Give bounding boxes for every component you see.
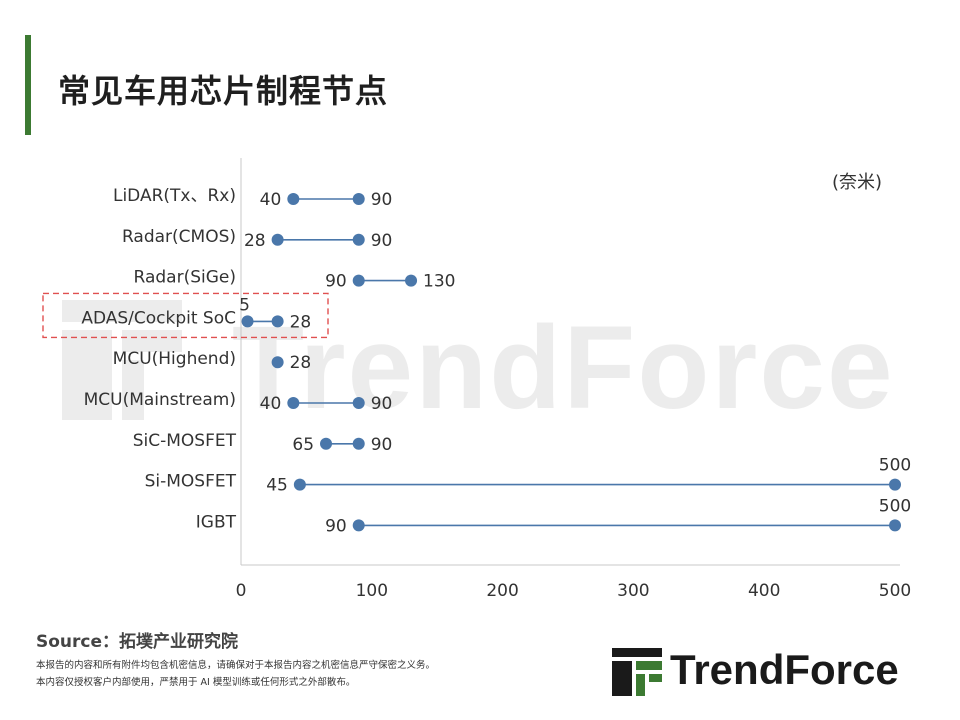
max-value-label: 90 — [371, 435, 393, 455]
max-value-label: 28 — [290, 353, 312, 373]
max-value-label: 90 — [371, 394, 393, 414]
min-point — [352, 274, 365, 287]
category-label: MCU(Mainstream) — [84, 390, 236, 410]
min-point — [293, 478, 306, 491]
x-tick-label: 500 — [879, 581, 911, 601]
max-point — [352, 233, 365, 246]
disclaimer-line-1: 本报告的内容和所有附件均包含机密信息，请确保对于本报告内容之机密信息严守保密之义… — [36, 660, 436, 671]
max-value-label: 90 — [371, 190, 393, 210]
min-value-label: 45 — [266, 476, 288, 496]
x-tick-label: 300 — [617, 581, 649, 601]
category-label: LiDAR(Tx、Rx) — [113, 186, 236, 206]
max-value-label: 500 — [879, 456, 911, 476]
min-point — [241, 315, 254, 328]
max-value-label: 130 — [423, 272, 455, 292]
min-value-label: 28 — [244, 231, 266, 251]
trendforce-logo-icon — [612, 648, 662, 696]
min-point — [287, 193, 300, 205]
max-point — [889, 478, 901, 491]
min-value-label: 90 — [325, 272, 347, 292]
trendforce-logo: TrendForce — [612, 646, 932, 696]
x-tick-label: 100 — [356, 581, 388, 601]
max-value-label: 500 — [879, 496, 911, 516]
x-tick-label: 200 — [486, 581, 518, 601]
min-value-label: 65 — [292, 435, 314, 455]
trendforce-logo-text: TrendForce — [670, 646, 899, 693]
max-value-label: 28 — [290, 312, 312, 332]
category-label: Si-MOSFET — [145, 472, 237, 492]
category-label: ADAS/Cockpit SoC — [81, 308, 236, 328]
max-point — [352, 397, 365, 409]
category-label: MCU(Highend) — [113, 349, 236, 369]
page-title: 常见车用芯片制程节点 — [58, 72, 389, 110]
category-label: IGBT — [196, 512, 237, 532]
min-value-label: 90 — [325, 516, 347, 536]
title-accent-bar — [25, 35, 31, 135]
min-value-label: 40 — [260, 394, 282, 414]
max-point — [352, 193, 365, 205]
dumbbell-chart: 0 100 200 300 400 500 LiDAR(Tx、Rx) 40 90 Radar(CM… — [42, 158, 911, 601]
disclaimer-line-2: 本内容仅授权客户内部使用，严禁用于 AI 模型训练或任何形式之外部散布。 — [36, 677, 356, 688]
min-point — [320, 437, 333, 450]
min-value-label: 5 — [239, 295, 250, 315]
category-label: Radar(SiGe) — [134, 268, 236, 288]
source-label: Source：拓墣产业研究院 — [36, 632, 239, 652]
category-label: Radar(CMOS) — [122, 227, 236, 247]
min-value-label: 40 — [260, 190, 282, 210]
max-point — [889, 519, 901, 532]
x-tick-label: 400 — [748, 581, 780, 601]
min-point — [352, 519, 365, 532]
max-value-label: 90 — [371, 231, 393, 251]
min-point — [271, 356, 284, 369]
x-tick-label: 0 — [236, 581, 247, 601]
highlight-box — [42, 292, 329, 339]
min-point — [287, 397, 300, 409]
unit-label: (奈米) — [832, 172, 883, 193]
max-point — [271, 315, 284, 328]
max-point — [352, 437, 365, 450]
min-point — [271, 233, 284, 246]
category-label: SiC-MOSFET — [133, 431, 237, 451]
max-point — [405, 274, 418, 287]
